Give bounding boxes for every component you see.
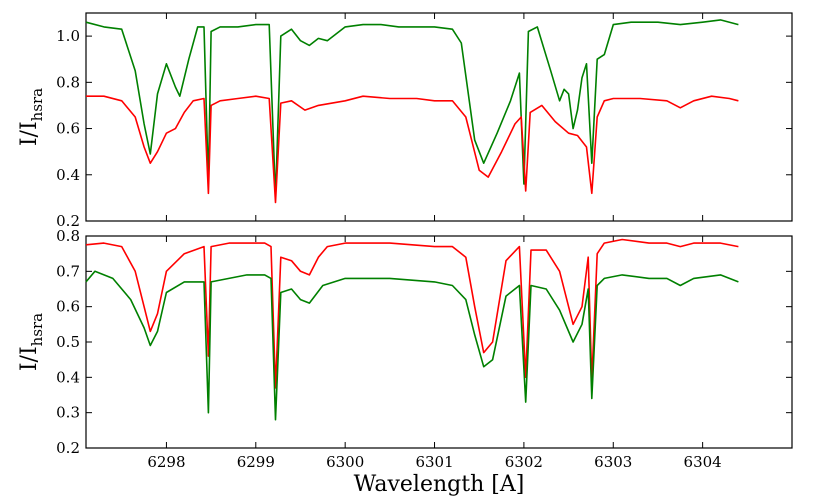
x-tick-label: 6301 xyxy=(415,453,453,471)
x-tick-label: 6303 xyxy=(594,453,632,471)
bottom-panel-ylabel: I/Ihsra xyxy=(17,313,46,371)
green-spectrum-line xyxy=(85,270,739,421)
top-panel-ylabel: I/Ihsra xyxy=(17,88,46,146)
green-spectrum-line xyxy=(85,19,739,199)
y-tick-label: 0.5 xyxy=(56,333,80,351)
y-tick-label: 1.0 xyxy=(56,27,80,45)
y-tick-label: 0.8 xyxy=(56,73,80,91)
y-tick-label: 0.4 xyxy=(56,368,80,386)
y-tick-label: 0.2 xyxy=(56,212,80,230)
top-panel: 0.2 0.4 0.6 0.8 1.0 I/Ihsra xyxy=(17,12,793,230)
x-tick-label: 6302 xyxy=(505,453,543,471)
y-tick-label: 0.6 xyxy=(56,298,80,316)
red-spectrum-line xyxy=(85,238,739,389)
top-panel-frame xyxy=(85,12,793,222)
y-tick-label: 0.3 xyxy=(56,404,80,422)
y-tick-label: 0.6 xyxy=(56,120,80,138)
x-tick-label: 6304 xyxy=(684,453,722,471)
y-tick-label: 0.4 xyxy=(56,166,80,184)
y-tick-label: 0.7 xyxy=(56,262,80,280)
red-spectrum-line xyxy=(86,95,739,204)
x-tick-label: 6300 xyxy=(326,453,364,471)
x-tick-label: 6298 xyxy=(147,453,185,471)
bottom-panel-frame xyxy=(85,235,793,449)
y-tick-label: 0.2 xyxy=(56,439,80,457)
bottom-panel: 0.2 0.3 0.4 0.5 0.6 0.7 0.8 6298 6299 6300 6301 63… xyxy=(17,227,793,497)
x-tick-label: 6299 xyxy=(237,453,275,471)
y-tick-label: 0.8 xyxy=(56,227,80,245)
bottom-panel-xlabel: Wavelength [A] xyxy=(354,472,525,497)
